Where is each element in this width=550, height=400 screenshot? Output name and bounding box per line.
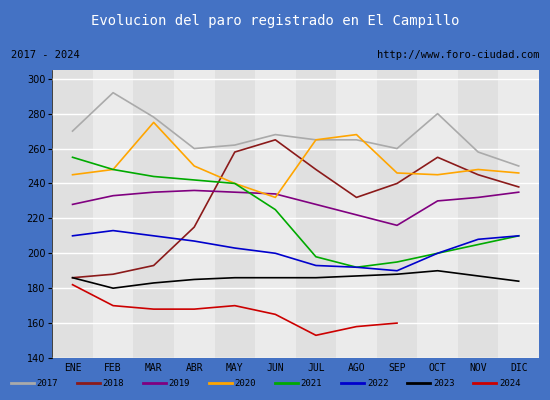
- Bar: [458, 70, 498, 358]
- Bar: [296, 70, 336, 358]
- Bar: [93, 70, 133, 358]
- Text: http://www.foro-ciudad.com: http://www.foro-ciudad.com: [377, 50, 539, 60]
- Bar: [174, 70, 214, 358]
- Text: 2022: 2022: [367, 378, 388, 388]
- Text: 2021: 2021: [301, 378, 322, 388]
- Bar: [498, 70, 539, 358]
- Text: 2017: 2017: [37, 378, 58, 388]
- Text: 2020: 2020: [235, 378, 256, 388]
- Bar: [336, 70, 377, 358]
- Text: 2019: 2019: [169, 378, 190, 388]
- Text: 2024: 2024: [499, 378, 520, 388]
- Bar: [52, 70, 93, 358]
- Text: 2017 - 2024: 2017 - 2024: [11, 50, 80, 60]
- Bar: [255, 70, 296, 358]
- Bar: [377, 70, 417, 358]
- Text: Evolucion del paro registrado en El Campillo: Evolucion del paro registrado en El Camp…: [91, 14, 459, 28]
- Text: 2018: 2018: [103, 378, 124, 388]
- Bar: [214, 70, 255, 358]
- Bar: [133, 70, 174, 358]
- Text: 2023: 2023: [433, 378, 454, 388]
- Bar: [417, 70, 458, 358]
